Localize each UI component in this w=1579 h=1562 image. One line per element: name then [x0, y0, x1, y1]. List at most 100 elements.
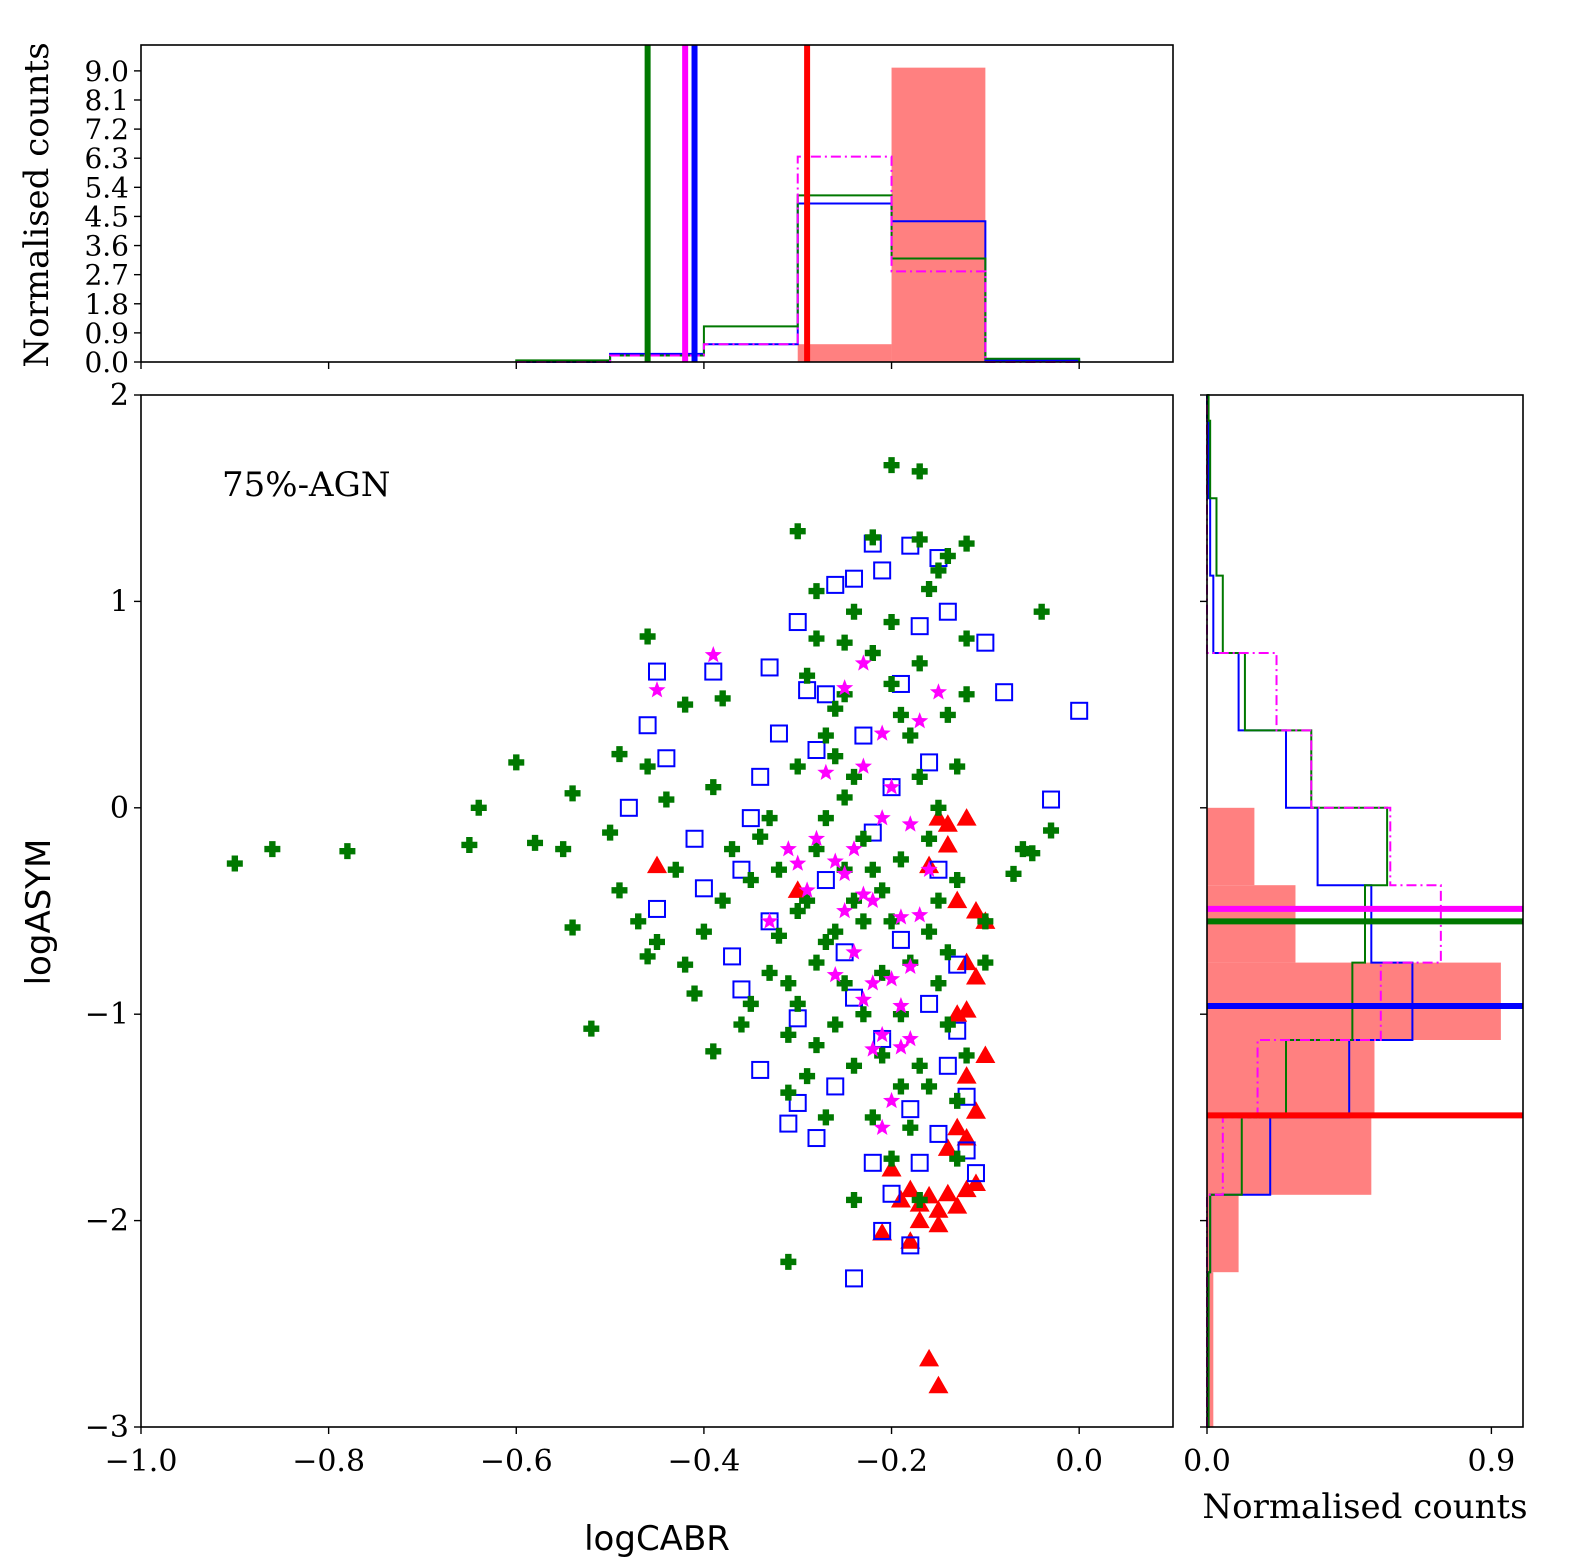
scatter-point-blue: [807, 741, 826, 760]
y-tick-label: −2: [85, 1204, 129, 1239]
scatter-point-green: [827, 1016, 844, 1033]
scatter-point-green: [911, 1057, 928, 1074]
scatter-point-blue: [732, 980, 751, 999]
scatter-point-green: [817, 810, 834, 827]
scatter-point-magenta: [864, 891, 882, 908]
scatter-point-magenta: [826, 965, 844, 983]
scatter-point-green: [770, 927, 787, 944]
right-hist-bar-red: [1207, 1272, 1214, 1427]
scatter-point-green: [939, 944, 956, 961]
scatter-point-magenta: [911, 712, 929, 729]
scatter-point-green: [977, 954, 994, 971]
scatter-point-green: [930, 975, 947, 992]
scatter-point-blue: [741, 809, 760, 828]
scatter-point-green: [892, 851, 909, 868]
scatter-point-magenta: [836, 864, 854, 882]
scatter-point-blue: [863, 1153, 882, 1172]
top-y-tick-label: 1.8: [84, 288, 129, 321]
scatter-point-green: [808, 1037, 825, 1054]
top-hist-bar-red: [891, 67, 986, 363]
scatter-point-red: [956, 808, 977, 826]
scatter-point-red: [937, 814, 958, 832]
scatter-point-blue: [957, 1141, 976, 1160]
scatter-point-magenta: [845, 943, 863, 960]
scatter-point-blue: [1070, 701, 1089, 720]
scatter-point-green: [921, 830, 938, 847]
scatter-point-magenta: [836, 902, 854, 919]
scatter-point-green: [780, 975, 797, 992]
scatter-point-green: [1014, 841, 1031, 858]
top-y-tick-label: 0.9: [84, 317, 129, 350]
x-tick-label: −1.0: [105, 1444, 178, 1479]
scatter-point-green: [339, 843, 356, 860]
scatter-point-green: [686, 985, 703, 1002]
scatter-point-magenta: [779, 840, 797, 857]
scatter-point-green: [639, 628, 656, 645]
scatter-point-green: [883, 1150, 900, 1167]
scatter-point-green: [902, 727, 919, 744]
scatter-point-blue: [891, 930, 910, 949]
scatter-point-blue: [882, 1184, 901, 1203]
scatter-point-red: [647, 855, 667, 874]
main-x-axis-label: logCABR: [584, 1519, 730, 1559]
scatter-point-green: [695, 923, 712, 940]
scatter-point-green: [527, 834, 544, 851]
scatter-point-red: [928, 1214, 949, 1233]
scatter-point-green: [770, 861, 787, 878]
scatter-point-green: [836, 686, 853, 703]
scatter-point-blue: [704, 662, 723, 681]
top-y-tick-label: 8.1: [84, 84, 129, 117]
scatter-point-green: [226, 855, 243, 872]
top-axes-frame: [140, 44, 1174, 363]
scatter-point-green: [677, 956, 694, 973]
scatter-point-blue: [751, 1060, 770, 1079]
scatter-point-green: [949, 1092, 966, 1109]
scatter-point-blue: [995, 683, 1014, 702]
scatter-point-green: [705, 779, 722, 796]
scatter-point-green: [789, 903, 806, 919]
scatter-point-red: [947, 1196, 968, 1214]
scatter-point-blue: [901, 1236, 920, 1255]
x-tick-label: −0.8: [292, 1444, 365, 1479]
scatter-point-blue: [638, 716, 657, 735]
right-x-axis-label: Normalised counts: [1202, 1487, 1527, 1527]
scatter-point-red: [965, 1173, 986, 1191]
scatter-point-red: [965, 967, 986, 985]
scatter-point-magenta: [873, 724, 891, 741]
scatter-point-red: [890, 1189, 911, 1208]
top-y-axis-label: Normalised counts: [17, 42, 57, 367]
scatter-point-green: [855, 1006, 872, 1023]
scatter-point-green: [808, 630, 825, 647]
scatter-point-magenta: [873, 1025, 891, 1043]
scatter-point-green: [911, 768, 928, 785]
scatter-point-green: [611, 882, 628, 899]
scatter-point-red: [900, 1231, 921, 1249]
scatter-point-red: [956, 1128, 977, 1146]
scatter-point-green: [864, 645, 881, 661]
y-tick-label: 1: [110, 584, 129, 619]
scatter-point-green: [470, 799, 487, 816]
scatter-point-green: [921, 1078, 938, 1095]
scatter-point-magenta: [873, 809, 891, 826]
scatter-point-green: [864, 1109, 881, 1126]
scatter-point-blue: [826, 575, 845, 594]
annotation-label: 75%-AGN: [222, 465, 391, 505]
scatter-point-green: [630, 913, 647, 930]
scatter-point-red: [956, 952, 977, 971]
scatter-point-blue: [788, 1009, 807, 1028]
scatter-point-magenta: [854, 885, 872, 902]
scatter-point-red: [947, 890, 968, 909]
scatter-point-green: [817, 727, 834, 744]
scatter-point-magenta: [864, 1040, 882, 1057]
scatter-point-magenta: [789, 854, 807, 871]
scatter-point-green: [836, 789, 853, 806]
scatter-point-green: [827, 923, 844, 940]
scatter-point-magenta: [826, 852, 844, 869]
scatter-point-blue: [920, 994, 939, 1013]
scatter-point-red: [900, 1179, 921, 1198]
scatter-point-green: [780, 1084, 797, 1101]
top-y-tick-label: 3.6: [84, 230, 129, 263]
scatter-point-red: [947, 1004, 968, 1022]
scatter-point-green: [780, 1253, 797, 1270]
scatter-point-red: [787, 880, 808, 898]
